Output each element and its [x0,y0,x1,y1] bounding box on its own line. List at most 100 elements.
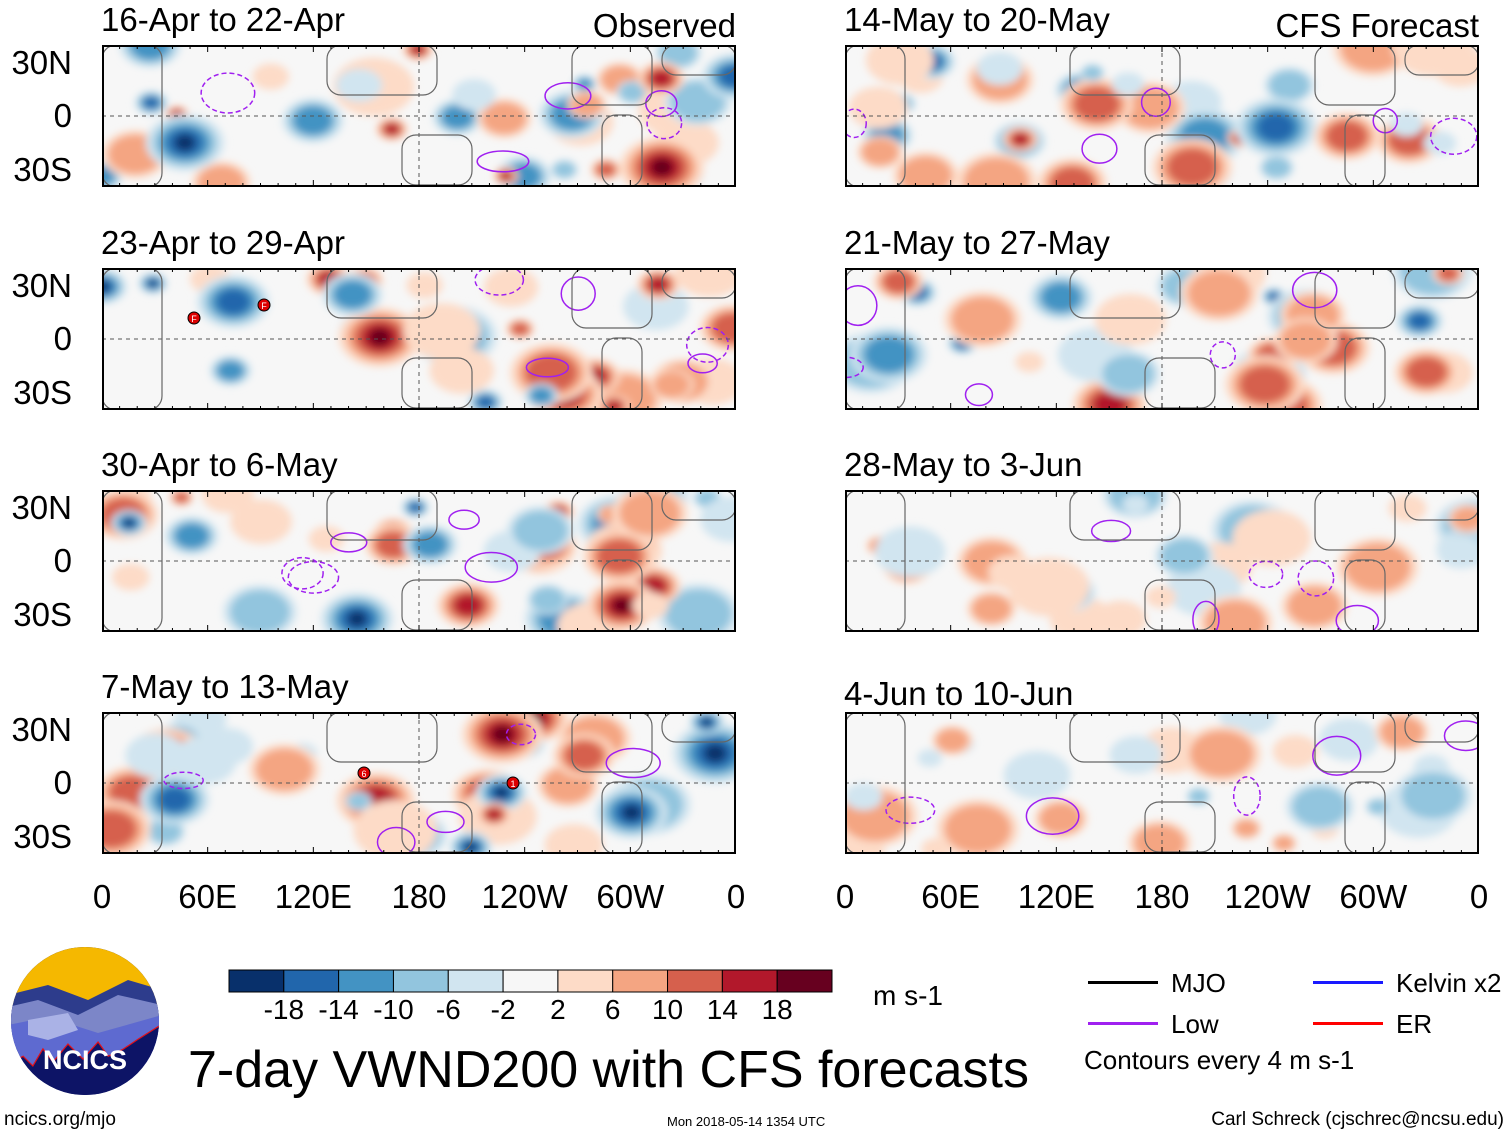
anomaly-blob [1094,293,1167,346]
anomaly-blob [1409,313,1430,330]
anomaly-blob [963,157,1030,187]
anomaly-blob [612,598,631,613]
coastline [845,268,906,410]
anomaly-blob [1204,600,1266,632]
anomaly-blob [1082,65,1103,80]
anomaly-blob [1268,70,1310,101]
logo-text: NCICS [43,1045,127,1075]
anomaly-blob [403,303,481,359]
low-contour [1335,604,1380,632]
low-contour [330,532,368,553]
anomaly-blob [481,102,527,135]
legend-line-low [1088,1022,1158,1025]
coastline [326,268,438,319]
anomaly-blob [454,594,482,616]
low-contour [645,89,678,118]
anomaly-blob [333,280,372,309]
anomaly-blob [252,63,290,90]
colorbar-swatch [392,969,449,993]
coastline [601,114,643,187]
anomaly-blob [650,70,672,87]
anomaly-blob [130,45,170,60]
low-contour [426,810,465,834]
low-contour [376,826,416,854]
anomaly-blob [1272,735,1319,768]
low-contour [1312,735,1362,776]
panel-title: 14-May to 20-May [844,1,1110,38]
coastline [601,559,643,632]
colorbar-swatch [721,969,778,993]
panel-title: 28-May to 3-Jun [844,446,1083,483]
anomaly-blob [704,744,726,763]
low-contour [163,771,204,790]
anomaly-blob [1401,772,1465,819]
anomaly-blob [1340,45,1406,72]
colorbar-label: 2 [550,994,566,1025]
anomaly-blob [864,336,913,373]
y-tick-label: 30S [13,818,72,855]
coastline [1314,45,1396,106]
y-tick-label: 0 [53,542,72,579]
coastline [1069,490,1181,541]
y-tick-label: 30S [13,596,72,633]
anomaly-blob [1188,789,1209,804]
anomaly-blob [1121,86,1179,129]
anomaly-blob [1189,730,1254,778]
low-contour [474,268,525,296]
anomaly-blob [659,45,698,67]
anomaly-blob [1436,534,1479,569]
anomaly-blob [1039,802,1083,835]
x-tick-label: 180 [1134,878,1190,915]
anomaly-blob [1273,835,1295,851]
anomaly-blob [1292,786,1348,827]
legend-line-kelvin-x2 [1313,981,1383,984]
anomaly-blob [1109,735,1163,774]
anomaly-blob [1389,112,1424,137]
anomaly-blob [1012,133,1029,146]
coastline [661,712,736,743]
anomaly-blob [988,554,1038,591]
anomaly-blob [217,360,244,381]
coastline [1314,268,1396,329]
anomaly-blob [1050,167,1094,187]
coastline [661,490,736,521]
low-contour [685,326,730,363]
storm-marker [357,766,371,780]
anomaly-blob [653,371,690,398]
anomaly-blob [700,496,736,542]
anomaly-blob [1239,365,1290,404]
low-contour [1297,560,1335,597]
anomaly-blob [429,347,494,394]
footer-url[interactable]: ncics.org/mjo [4,1109,116,1130]
anomaly-blob [217,289,250,315]
figure-title: 7-day VWND200 with CFS forecasts [188,1041,1029,1099]
anomaly-blob [411,45,425,55]
x-tick-label: 60W [1339,878,1408,915]
anomaly-blob [530,387,553,404]
anomaly-blob [124,519,134,527]
anomaly-blob [500,171,512,181]
low-contour [448,509,480,530]
anomaly-blob [384,123,399,135]
anomaly-blob [1122,494,1149,514]
anomaly-blob [1280,321,1332,359]
map-panel [845,45,1479,187]
x-tick-label: 0 [835,878,855,915]
footer-credit: Carl Schreck (cjschrec@ncsu.edu) [1211,1109,1504,1130]
colorbar-swatch [612,969,669,993]
colorbar-label: 6 [604,994,621,1025]
storm-label: 6 [361,769,366,779]
column-header: Observed [592,7,736,44]
anomaly-blob [1187,270,1251,317]
anomaly-blob [1041,282,1081,312]
coastline [571,268,653,329]
x-tick-label: 0 [726,878,746,915]
anomaly-blob [1111,72,1145,96]
anomaly-blob [1268,292,1280,301]
anomaly-blob [112,563,150,591]
x-tick-label: 180 [391,878,447,915]
footer-timestamp: Mon 2018-05-14 1354 UTC [667,1114,826,1129]
y-tick-label: 30S [13,374,72,411]
panel-title: 16-Apr to 22-Apr [101,1,345,38]
